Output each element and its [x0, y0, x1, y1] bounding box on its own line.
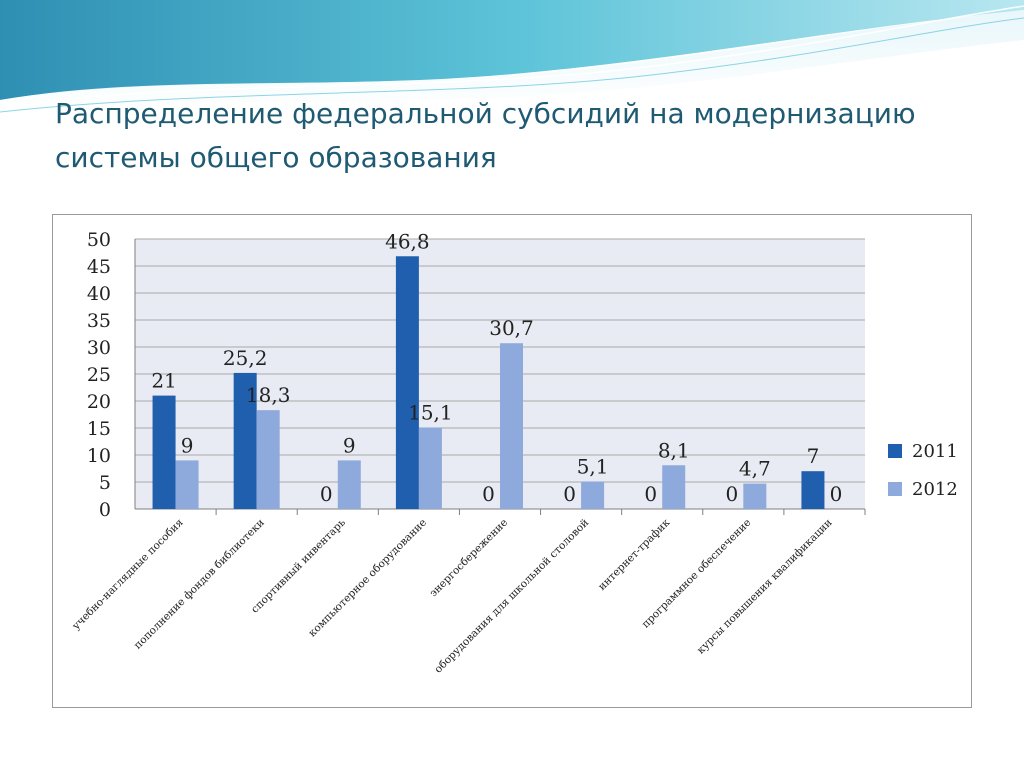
- x-category-label: энергосбережение: [427, 517, 510, 600]
- y-tick-label: 10: [87, 445, 111, 467]
- bar-2011-2: [233, 372, 257, 509]
- y-tick-label: 25: [87, 364, 111, 386]
- y-tick-label: 50: [87, 229, 111, 251]
- bar-2011-4: [395, 256, 419, 509]
- data-label-2012-1: 9: [181, 433, 194, 457]
- data-label-2011-7: 0: [644, 482, 657, 506]
- data-label-2012-5: 30,7: [489, 316, 534, 340]
- data-label-2012-9: 0: [830, 482, 843, 506]
- y-tick-label: 15: [87, 418, 111, 440]
- x-category-label: курсы повышения квалификации: [695, 517, 835, 657]
- bar-2012-4: [418, 427, 442, 509]
- slide-title-line-2: системы общего образования: [55, 141, 497, 174]
- legend-swatch-2012: [888, 482, 902, 496]
- chart-container: 0 5 10 15 20 25 30 35 40 45 50 21 9 учебно-наглядные …: [52, 214, 972, 708]
- data-label-2012-3: 9: [343, 433, 356, 457]
- y-tick-label: 5: [99, 472, 111, 494]
- x-category-label: интернет-трафик: [596, 516, 673, 593]
- x-category-label: оборудования для школьной столовой: [432, 517, 591, 676]
- y-tick-label: 45: [87, 256, 111, 278]
- bar-2011-9: [801, 471, 825, 509]
- data-label-2012-4: 15,1: [408, 400, 453, 424]
- y-tick-label: 0: [99, 499, 111, 521]
- data-label-2011-4: 46,8: [385, 229, 430, 253]
- data-label-2011-6: 0: [563, 482, 576, 506]
- bar-2012-7: [662, 465, 686, 509]
- y-tick-label: 20: [87, 391, 111, 413]
- data-label-2011-2: 25,2: [223, 346, 268, 370]
- y-tick-label: 30: [87, 337, 111, 359]
- data-label-2011-8: 0: [725, 482, 738, 506]
- bar-2012-6: [581, 481, 605, 509]
- bar-2012-2: [256, 410, 280, 509]
- data-label-2012-2: 18,3: [246, 383, 291, 407]
- bar-2012-8: [743, 483, 767, 509]
- slide-title: Распределение федеральной субсидий на мо…: [55, 92, 985, 180]
- legend-swatch-2011: [888, 444, 902, 458]
- data-label-2012-7: 8,1: [658, 438, 690, 462]
- slide-title-line-1: Распределение федеральной субсидий на мо…: [55, 97, 916, 130]
- x-category-label: пополнение фондов библиотеки: [132, 517, 267, 652]
- data-label-2011-9: 7: [807, 444, 820, 468]
- y-tick-label: 35: [87, 310, 111, 332]
- data-label-2012-6: 5,1: [577, 454, 609, 478]
- legend-label-2012: 2012: [912, 478, 958, 500]
- bar-2012-5: [500, 343, 523, 509]
- data-label-2011-1: 21: [151, 369, 176, 393]
- legend-item-2011: 2011: [888, 432, 958, 470]
- x-category-label: спортивный инвентарь: [249, 516, 348, 615]
- data-label-2012-8: 4,7: [739, 457, 771, 481]
- bar-2011-1: [152, 395, 176, 509]
- legend-label-2011: 2011: [912, 440, 958, 462]
- bar-chart: 05101520253035404550219учебно-наглядные …: [70, 229, 866, 676]
- bar-2012-3: [337, 460, 361, 509]
- bar-2012-1: [175, 460, 199, 509]
- chart-legend: 2011 2012: [888, 432, 958, 508]
- legend-item-2012: 2012: [888, 470, 958, 508]
- data-label-2011-5: 0: [482, 482, 495, 506]
- data-label-2011-3: 0: [320, 482, 333, 506]
- header-wave-decoration: [0, 0, 1024, 114]
- y-tick-label: 40: [87, 283, 111, 305]
